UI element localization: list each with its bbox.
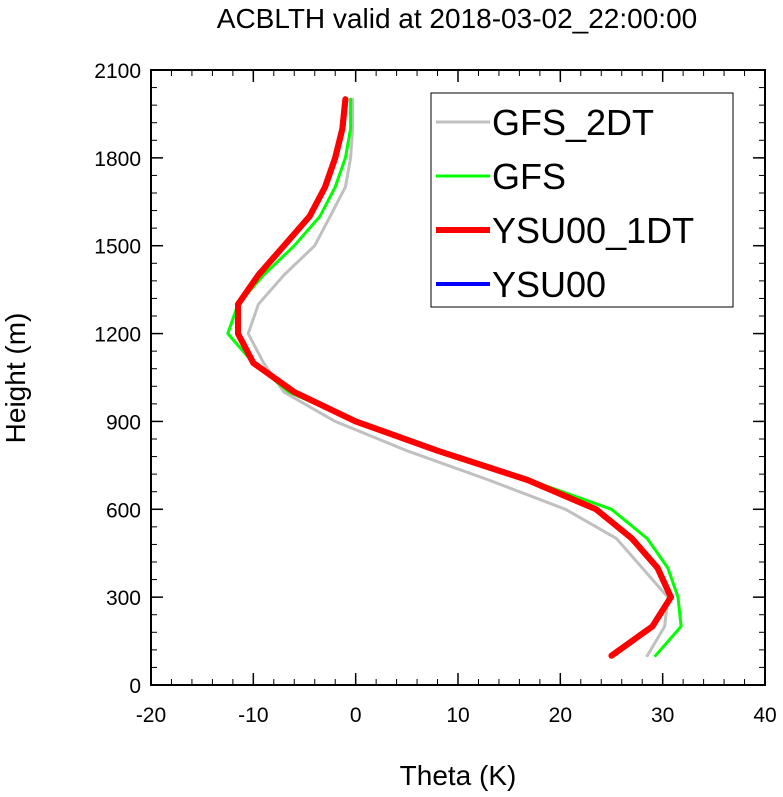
legend: GFS_2DT GFS YSU00_1DT YSU00 xyxy=(430,92,734,308)
y-tick-label: 0 xyxy=(129,675,141,698)
x-tick-labels: -20 -10 0 10 20 30 40 xyxy=(136,704,777,727)
series-lines xyxy=(226,96,683,659)
major-ticks xyxy=(150,69,766,686)
y-tick-label: 300 xyxy=(106,587,141,610)
x-tick-label: 40 xyxy=(753,704,776,727)
x-tick-label: 10 xyxy=(446,704,469,727)
y-tick-label: 1800 xyxy=(94,148,141,171)
legend-label: YSU00_1DT xyxy=(492,210,694,251)
y-tick-label: 1500 xyxy=(94,236,141,259)
y-tick-labels: 0 300 600 900 1200 1500 1800 2100 xyxy=(94,60,141,698)
legend-label: GFS_2DT xyxy=(492,102,654,143)
x-tick-label: -10 xyxy=(238,704,268,727)
y-tick-label: 1200 xyxy=(94,324,141,347)
x-tick-label: 20 xyxy=(549,704,572,727)
legend-label: YSU00 xyxy=(492,264,606,305)
y-tick-label: 600 xyxy=(106,499,141,522)
legend-entries: GFS_2DT GFS YSU00_1DT YSU00 xyxy=(436,102,694,305)
legend-label: GFS xyxy=(492,156,566,197)
x-tick-label: -20 xyxy=(136,704,166,727)
x-tick-label: 0 xyxy=(350,704,362,727)
x-axis-label: Theta (K) xyxy=(400,760,517,791)
x-tick-label: 30 xyxy=(651,704,674,727)
legend-box xyxy=(430,92,734,308)
y-tick-label: 900 xyxy=(106,411,141,434)
y-tick-label: 2100 xyxy=(94,60,141,83)
chart-title: ACBLTH valid at 2018-03-02_22:00:00 xyxy=(217,3,697,34)
y-axis-label: Height (m) xyxy=(0,313,31,444)
series-line-ysu00-1dt-top xyxy=(235,96,674,659)
